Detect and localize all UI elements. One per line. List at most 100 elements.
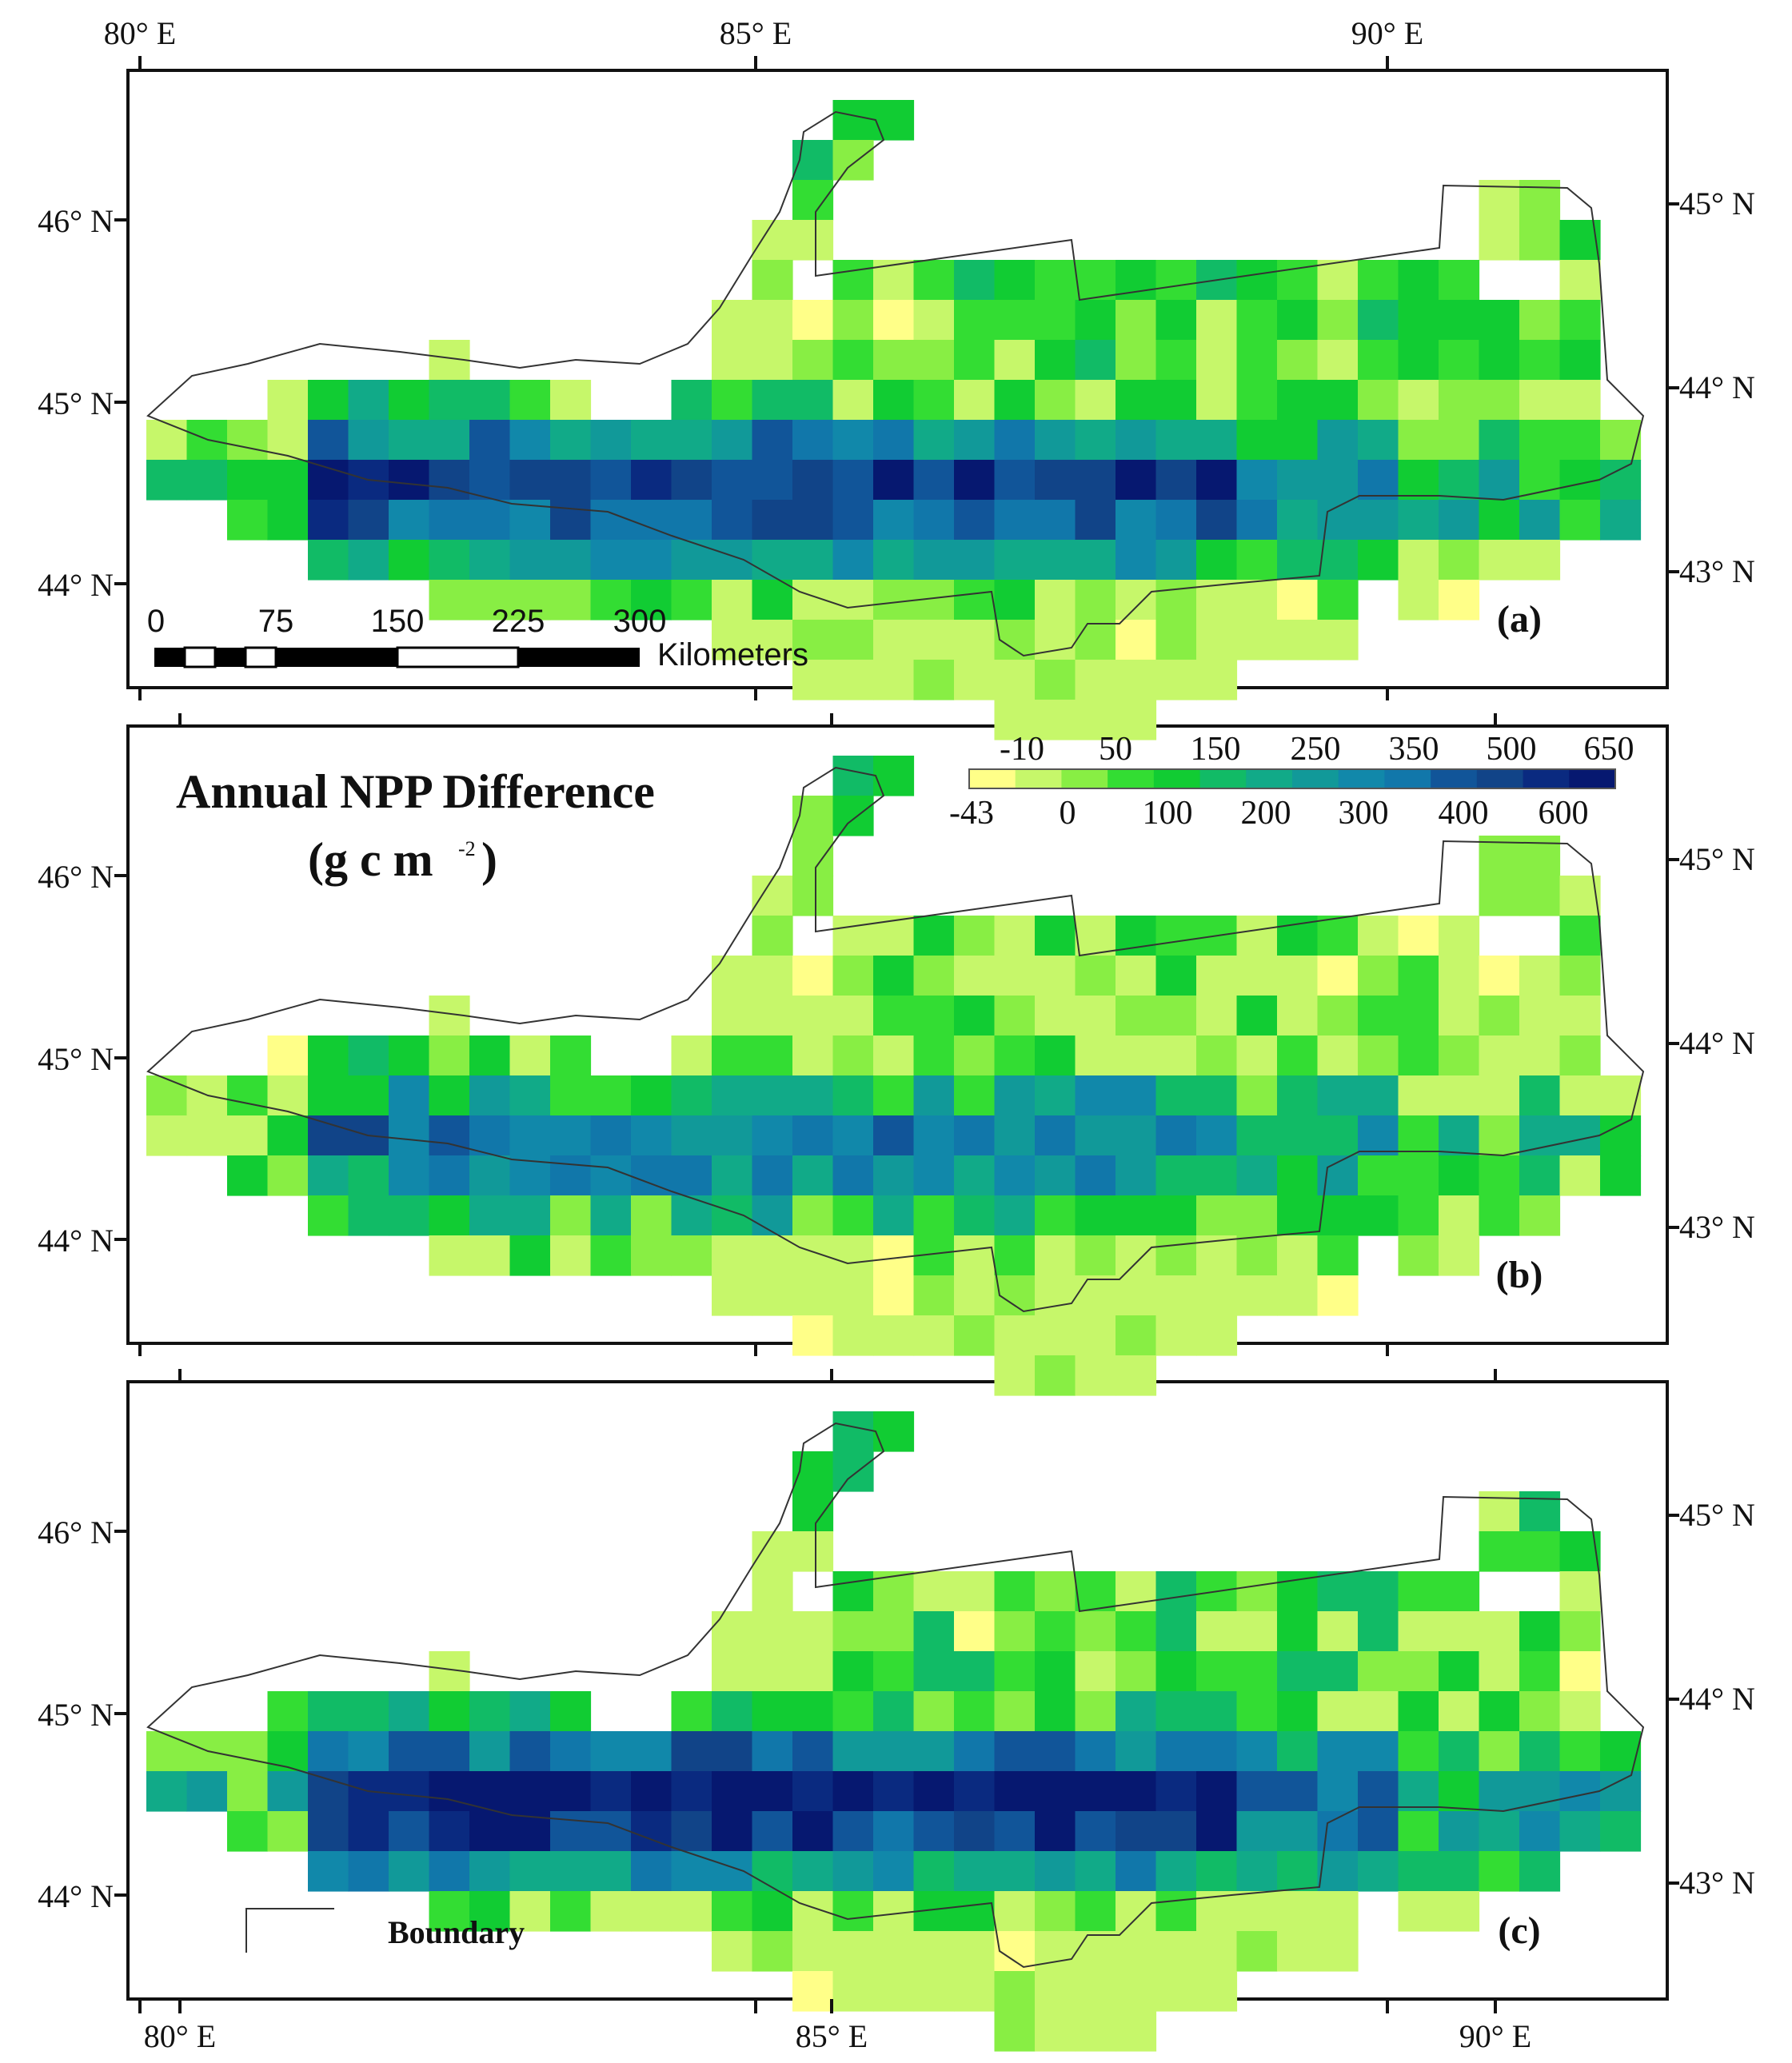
raster-cell [1035,1611,1076,1652]
raster-cell [954,300,996,341]
raster-cell [994,1315,1036,1356]
raster-cell [267,1771,309,1812]
raster-cell [832,580,874,620]
raster-cell [590,1851,632,1892]
raster-cell [873,1651,915,1692]
raster-cell [308,420,349,461]
raster-cell [1439,1571,1480,1612]
raster-cell [832,1411,874,1452]
raster-cell [1439,1235,1480,1276]
raster-cell [792,1235,834,1276]
panel-b-raster [146,756,1642,1396]
raster-cell [752,1571,793,1612]
raster-cell [913,340,955,381]
raster-cell [752,1115,793,1156]
raster-cell [712,1771,753,1812]
raster-cell [913,1571,955,1612]
raster-cell [913,1971,955,2012]
raster-cell [1479,1651,1520,1692]
raster-cell [1116,1651,1157,1692]
raster-cell [1559,1691,1601,1732]
raster-cell [1600,1115,1642,1156]
raster-cell [1155,580,1197,620]
raster-cell [1075,460,1116,501]
raster-cell [1479,1731,1520,1772]
raster-cell [267,1035,309,1076]
raster-cell [873,1811,915,1852]
raster-cell [792,1851,834,1892]
raster-cell [1196,996,1238,1036]
raster-cell [832,756,874,796]
raster-cell [1439,1035,1480,1076]
raster-cell [1358,260,1399,301]
raster-cell [429,1731,470,1772]
raster-cell [994,1731,1036,1772]
raster-cell [1277,1035,1319,1076]
raster-cell [1358,1771,1399,1812]
lat-right-c-44: 44° N [1679,1681,1755,1717]
raster-cell [1398,1035,1439,1076]
raster-cell [1398,956,1439,996]
raster-cell [1075,620,1116,660]
raster-cell [1398,1811,1439,1852]
raster-cell [348,380,389,421]
raster-cell [994,1771,1036,1812]
raster-cell [994,1115,1036,1156]
raster-cell [308,1851,349,1892]
raster-cell [994,700,1036,740]
raster-cell [1075,500,1116,541]
raster-cell [1196,1115,1238,1156]
raster-cell [1439,1851,1480,1892]
raster-cell [429,1115,470,1156]
raster-cell [1236,1851,1278,1892]
raster-cell [267,1811,309,1852]
raster-cell [1035,1155,1076,1196]
raster-cell [1439,1891,1480,1932]
raster-cell [1439,1731,1480,1772]
raster-cell [267,380,309,421]
raster-cell [186,1115,228,1156]
raster-cell [1559,1155,1601,1196]
raster-cell [1035,260,1076,301]
raster-cell [1196,460,1238,501]
raster-cell [1035,1275,1076,1316]
raster-cell [1035,1891,1076,1932]
raster-cell [913,1731,955,1772]
raster-cell [712,460,753,501]
raster-cell [1519,1731,1561,1772]
raster-cell [1155,460,1197,501]
raster-cell [832,380,874,421]
raster-cell [792,1891,834,1932]
raster-cell [509,580,551,620]
raster-cell [1196,620,1238,660]
raster-cell [227,500,269,541]
raster-cell [832,620,874,660]
raster-cell [509,1195,551,1236]
raster-cell [1035,1691,1076,1732]
raster-cell [954,1571,996,1612]
raster-cell [873,756,915,796]
raster-cell [954,1971,996,2012]
raster-cell [348,420,389,461]
raster-cell [1317,1275,1359,1316]
raster-cell [994,1075,1036,1116]
raster-cell [671,500,712,541]
raster-cell [1155,1811,1197,1852]
raster-cell [1358,1811,1399,1852]
raster-cell [1236,300,1278,341]
raster-cell [752,1771,793,1812]
raster-cell [792,1611,834,1652]
raster-cell [1439,300,1480,341]
raster-cell [1398,1851,1439,1892]
raster-cell [1479,1771,1520,1812]
raster-cell [913,1315,955,1356]
raster-cell [792,1195,834,1236]
raster-cell [1196,1771,1238,1812]
raster-cell [954,620,996,660]
panel-c-raster [146,1411,1642,2052]
raster-cell [1479,420,1520,461]
raster-cell [227,1811,269,1852]
raster-cell [631,420,672,461]
raster-cell [1559,300,1601,341]
raster-cell [1277,956,1319,996]
